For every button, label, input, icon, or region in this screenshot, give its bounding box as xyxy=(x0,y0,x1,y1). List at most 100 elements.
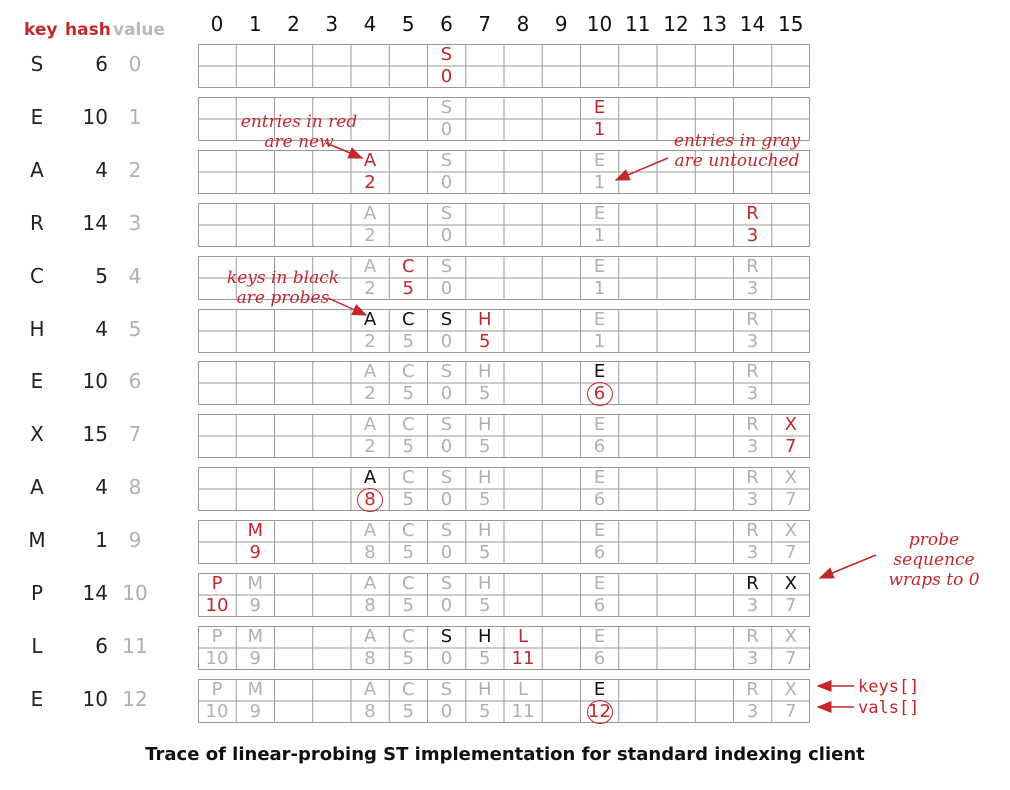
key-cell: R xyxy=(746,467,759,489)
hash-table-grid xyxy=(198,625,810,670)
key-cell: A xyxy=(363,678,377,700)
key-cell: L xyxy=(517,625,529,647)
key-cell: H xyxy=(477,520,492,542)
grid-lines xyxy=(198,414,810,459)
key-cell: A xyxy=(363,361,377,383)
key-cell: A xyxy=(363,520,377,542)
key-cell: A xyxy=(363,467,377,489)
key-cell: R xyxy=(746,573,759,594)
value-cell: 8 xyxy=(364,647,376,669)
key-cell: H xyxy=(477,573,492,594)
value-cell: 11 xyxy=(511,647,535,669)
row-value: 11 xyxy=(122,633,148,658)
row-key: M xyxy=(28,528,46,553)
value-cell: 3 xyxy=(746,383,759,405)
value-cell: 6 xyxy=(593,436,606,458)
row-hash: 15 xyxy=(82,422,108,447)
array-index-6: 6 xyxy=(440,12,453,36)
hash-table-grid xyxy=(198,308,810,353)
key-cell: C xyxy=(401,625,415,647)
key-cell: H xyxy=(477,678,492,700)
note-entries-new-line1: entries in red xyxy=(240,112,358,132)
key-cell: E xyxy=(593,573,606,594)
note-entries-untouched: entries in gray are untouched xyxy=(666,131,808,171)
grid-lines xyxy=(198,255,810,300)
row-key: L xyxy=(31,633,43,658)
key-cell: E xyxy=(593,202,606,224)
value-cell: 8 xyxy=(364,700,376,722)
key-cell: R xyxy=(746,255,759,277)
key-cell: S xyxy=(440,255,453,277)
grid-lines xyxy=(198,678,810,723)
key-cell: C xyxy=(401,678,415,700)
key-cell: E xyxy=(593,520,606,542)
value-cell: 5 xyxy=(479,383,491,405)
value-cell: 10 xyxy=(205,700,229,722)
array-index-15: 15 xyxy=(778,12,804,36)
note-entries-new: entries in red are new xyxy=(228,112,370,152)
value-cell: 5 xyxy=(479,330,491,352)
key-cell: M xyxy=(247,625,264,647)
key-cell: S xyxy=(440,467,453,489)
key-cell: S xyxy=(440,202,453,224)
value-cell: 8 xyxy=(364,542,376,564)
key-cell: S xyxy=(440,625,453,647)
value-cell: 7 xyxy=(785,647,797,669)
value-cell: 3 xyxy=(746,647,759,669)
value-cell: 7 xyxy=(785,436,797,458)
note-probe-wraps-line1: probe sequence xyxy=(893,530,975,570)
key-cell: X xyxy=(784,573,797,594)
value-cell: 8 xyxy=(364,595,376,616)
array-index-14: 14 xyxy=(739,12,766,36)
value-cell: 5 xyxy=(402,595,414,616)
value-cell: 3 xyxy=(746,700,759,722)
value-cell: 3 xyxy=(746,330,759,352)
row-key: E xyxy=(30,686,44,711)
key-cell: E xyxy=(593,255,606,277)
array-index-5: 5 xyxy=(401,12,415,36)
value-cell: 5 xyxy=(479,542,491,564)
value-cell: 7 xyxy=(785,595,797,616)
key-cell: R xyxy=(746,308,759,330)
key-cell: A xyxy=(363,149,377,171)
value-cell: 1 xyxy=(593,118,606,140)
key-cell: H xyxy=(477,625,492,647)
value-cell: 2 xyxy=(364,171,376,193)
key-cell: M xyxy=(247,678,264,700)
hash-table-grid xyxy=(198,678,810,723)
key-cell: H xyxy=(477,308,492,330)
value-cell: 9 xyxy=(249,595,261,616)
row-key: X xyxy=(30,422,44,447)
value-cell: 1 xyxy=(593,330,606,352)
row-key: H xyxy=(29,316,45,341)
value-cell: 7 xyxy=(785,542,797,564)
array-index-10: 10 xyxy=(586,12,613,36)
hash-table-grid xyxy=(198,414,810,459)
inserted-value-circle xyxy=(586,382,613,407)
key-cell: S xyxy=(440,308,453,330)
key-cell: X xyxy=(784,414,797,436)
key-cell: S xyxy=(440,149,453,171)
figure-caption: Trace of linear-probing ST implementatio… xyxy=(145,744,865,765)
array-index-7: 7 xyxy=(478,12,492,36)
key-cell: A xyxy=(363,625,377,647)
value-cell: 5 xyxy=(402,489,414,511)
key-cell: X xyxy=(784,520,797,542)
key-cell: R xyxy=(746,625,759,647)
key-cell: S xyxy=(440,520,453,542)
row-hash: 4 xyxy=(95,316,108,341)
note-keys-probes-line2: are probes xyxy=(236,288,330,308)
row-hash: 5 xyxy=(95,263,108,288)
key-cell: H xyxy=(477,361,492,383)
key-cell: R xyxy=(746,361,759,383)
array-index-12: 12 xyxy=(663,12,689,36)
row-value: 10 xyxy=(122,581,148,605)
key-cell: E xyxy=(593,678,606,700)
row-key: P xyxy=(30,581,44,605)
grid-lines xyxy=(198,467,810,512)
row-value: 1 xyxy=(128,104,142,129)
row-hash: 10 xyxy=(82,686,108,711)
value-cell: 9 xyxy=(249,542,261,564)
value-cell: 3 xyxy=(746,277,759,299)
value-cell: 10 xyxy=(205,595,229,616)
